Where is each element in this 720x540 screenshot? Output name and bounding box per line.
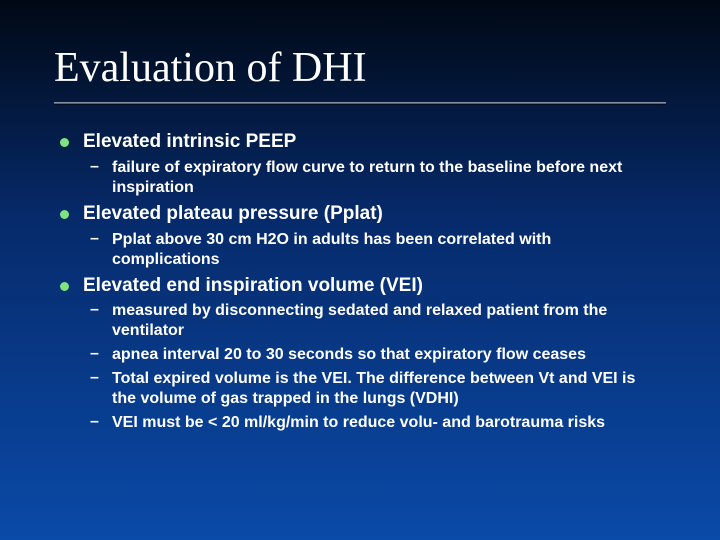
bullet-l2: – Pplat above 30 cm H2O in adults has be… [60,230,662,270]
dash-icon: – [90,230,102,248]
dash-icon: – [90,369,102,387]
dash-icon: – [90,301,102,319]
bullet-l2-label: VEI must be < 20 ml/kg/min to reduce vol… [112,413,605,433]
bullet-l2: – VEI must be < 20 ml/kg/min to reduce v… [60,413,662,433]
title-underline [54,102,666,104]
content-area: Elevated intrinsic PEEP – failure of exp… [54,130,666,433]
bullet-l1-label: Elevated plateau pressure (Pplat) [83,202,383,226]
bullet-l1-label: Elevated intrinsic PEEP [83,130,296,154]
bullet-dot-icon [60,138,69,147]
bullet-l2: – apnea interval 20 to 30 seconds so tha… [60,345,662,365]
bullet-dot-icon [60,210,69,219]
bullet-dot-icon [60,282,69,291]
bullet-l2-label: Total expired volume is the VEI. The dif… [112,369,662,409]
bullet-l1: Elevated plateau pressure (Pplat) [60,202,662,226]
bullet-l2: – failure of expiratory flow curve to re… [60,158,662,198]
dash-icon: – [90,345,102,363]
slide-title: Evaluation of DHI [54,44,666,92]
bullet-l1: Elevated end inspiration volume (VEI) [60,274,662,298]
bullet-l1: Elevated intrinsic PEEP [60,130,662,154]
bullet-l2-label: failure of expiratory flow curve to retu… [112,158,662,198]
bullet-l2: – measured by disconnecting sedated and … [60,301,662,341]
dash-icon: – [90,413,102,431]
dash-icon: – [90,158,102,176]
slide: Evaluation of DHI Elevated intrinsic PEE… [0,0,720,540]
bullet-l1-label: Elevated end inspiration volume (VEI) [83,274,423,298]
bullet-l2-label: measured by disconnecting sedated and re… [112,301,662,341]
bullet-l2-label: apnea interval 20 to 30 seconds so that … [112,345,586,365]
bullet-l2: – Total expired volume is the VEI. The d… [60,369,662,409]
bullet-l2-label: Pplat above 30 cm H2O in adults has been… [112,230,662,270]
